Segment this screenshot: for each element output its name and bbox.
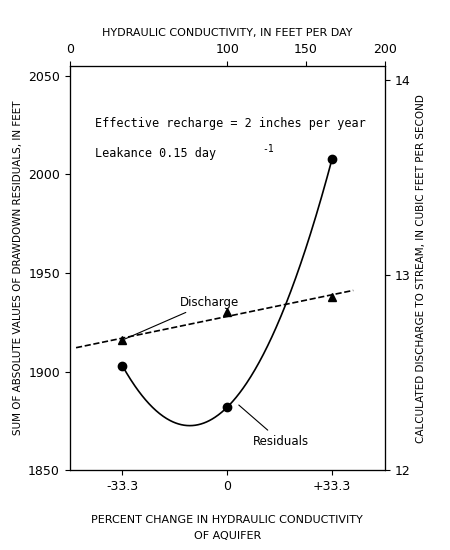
Text: OF AQUIFER: OF AQUIFER [194,531,261,541]
Text: -1: -1 [262,144,274,153]
Y-axis label: CALCULATED DISCHARGE TO STREAM, IN CUBIC FEET PER SECOND: CALCULATED DISCHARGE TO STREAM, IN CUBIC… [416,94,426,443]
X-axis label: HYDRAULIC CONDUCTIVITY, IN FEET PER DAY: HYDRAULIC CONDUCTIVITY, IN FEET PER DAY [102,29,352,38]
Text: Discharge: Discharge [125,295,239,339]
Text: Residuals: Residuals [239,405,309,448]
Text: Effective recharge = 2 inches per year: Effective recharge = 2 inches per year [95,117,366,130]
Text: Leakance 0.15 day: Leakance 0.15 day [95,147,216,160]
Text: PERCENT CHANGE IN HYDRAULIC CONDUCTIVITY: PERCENT CHANGE IN HYDRAULIC CONDUCTIVITY [91,515,363,525]
Y-axis label: SUM OF ABSOLUTE VALUES OF DRAWDOWN RESIDUALS, IN FEET: SUM OF ABSOLUTE VALUES OF DRAWDOWN RESID… [13,101,22,436]
